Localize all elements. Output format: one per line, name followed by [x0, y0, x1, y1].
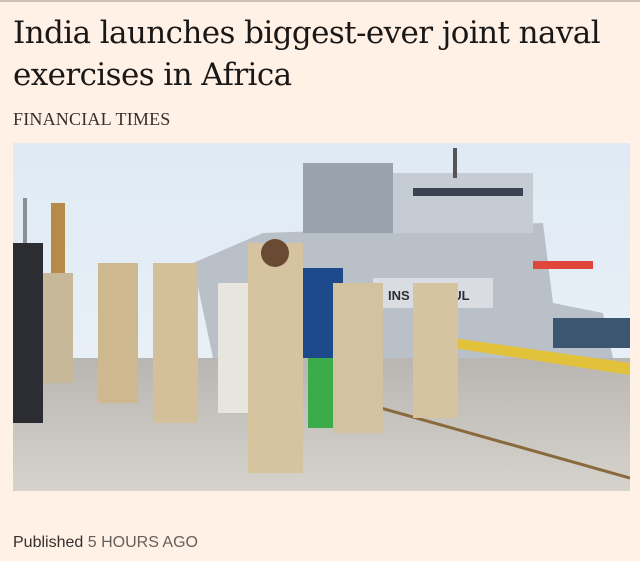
article-headline[interactable]: India launches biggest-ever joint naval …	[13, 15, 601, 93]
published-timestamp: Published 5 HOURS AGO	[13, 534, 198, 552]
source-name: FINANCIAL TIMES	[13, 109, 171, 129]
published-time: 5 HOURS AGO	[87, 534, 198, 551]
officers-group	[13, 239, 458, 473]
article-image[interactable]: INS TRISHUL	[13, 143, 630, 491]
published-label: Published	[13, 534, 84, 551]
